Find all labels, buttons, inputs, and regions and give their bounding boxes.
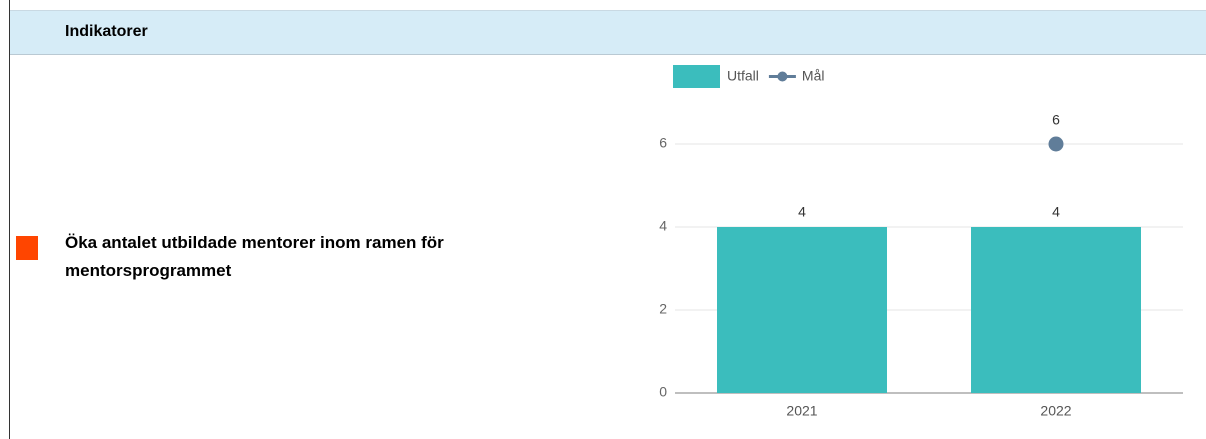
legend-label: Utfall [727, 68, 759, 84]
bar [717, 227, 887, 393]
bar [971, 227, 1141, 393]
data-label: 4 [1052, 204, 1060, 220]
data-label: 6 [1052, 112, 1060, 128]
target-marker [1048, 136, 1064, 152]
data-label: 4 [798, 204, 806, 220]
legend-swatch [777, 71, 788, 82]
indicator-label: Öka antalet utbildade mentorer inom rame… [65, 233, 444, 280]
header-title: Indikatorer [65, 23, 148, 40]
legend-swatch [673, 65, 720, 88]
x-tick-label: 2022 [1040, 403, 1071, 419]
x-tick-label: 2021 [786, 403, 817, 419]
legend-label: Mål [802, 68, 825, 84]
y-tick-label: 4 [659, 218, 667, 234]
y-tick-label: 0 [659, 384, 667, 400]
status-indicator [16, 236, 38, 260]
table-border [9, 0, 10, 439]
section-header: Indikatorer [10, 10, 1206, 55]
y-tick-label: 6 [659, 135, 667, 151]
y-tick-label: 2 [659, 301, 667, 317]
